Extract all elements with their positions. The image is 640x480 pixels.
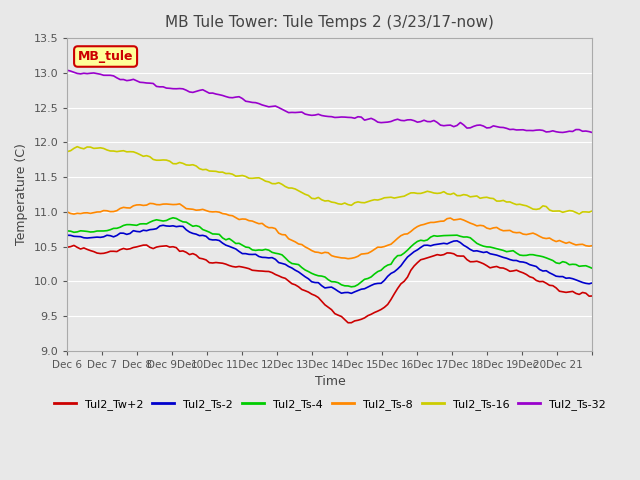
Tul2_Ts-4 [348, 284, 355, 290]
Tul2_Ts-8 [216, 209, 223, 215]
Tul2_Ts-4 [361, 276, 369, 282]
Tul2_Ts-4 [589, 265, 596, 271]
Y-axis label: Temperature (C): Temperature (C) [15, 144, 28, 245]
Tul2_Ts-8 [499, 228, 507, 234]
Line: Tul2_Ts-8: Tul2_Ts-8 [67, 204, 593, 259]
Tul2_Ts-2 [499, 254, 507, 260]
Tul2_Ts-2 [216, 238, 223, 243]
Line: Tul2_Ts-32: Tul2_Ts-32 [67, 70, 593, 132]
Text: MB_tule: MB_tule [78, 50, 133, 63]
Tul2_Ts-16 [575, 211, 583, 217]
Tul2_Tw+2 [589, 293, 596, 299]
Line: Tul2_Ts-16: Tul2_Ts-16 [67, 147, 593, 214]
Tul2_Ts-32 [354, 114, 362, 120]
Tul2_Ts-4 [63, 228, 71, 234]
Line: Tul2_Ts-2: Tul2_Ts-2 [67, 225, 593, 293]
Legend: Tul2_Tw+2, Tul2_Ts-2, Tul2_Ts-4, Tul2_Ts-8, Tul2_Ts-16, Tul2_Ts-32: Tul2_Tw+2, Tul2_Ts-2, Tul2_Ts-4, Tul2_Ts… [49, 394, 611, 414]
Tul2_Tw+2 [143, 242, 150, 248]
Line: Tul2_Ts-4: Tul2_Ts-4 [67, 218, 593, 287]
Tul2_Ts-16 [216, 169, 223, 175]
Title: MB Tule Tower: Tule Temps 2 (3/23/17-now): MB Tule Tower: Tule Temps 2 (3/23/17-now… [166, 15, 494, 30]
Tul2_Ts-2 [172, 224, 180, 229]
Tul2_Ts-2 [159, 222, 167, 228]
Tul2_Ts-16 [496, 198, 504, 204]
Tul2_Ts-4 [216, 231, 223, 237]
Line: Tul2_Tw+2: Tul2_Tw+2 [67, 245, 593, 323]
Tul2_Ts-16 [63, 149, 71, 155]
Tul2_Ts-32 [562, 129, 570, 135]
Tul2_Tw+2 [172, 245, 180, 251]
Tul2_Ts-8 [361, 251, 369, 257]
Tul2_Ts-32 [493, 124, 500, 130]
Tul2_Ts-8 [146, 201, 154, 206]
Tul2_Ts-8 [569, 241, 577, 247]
Tul2_Ts-4 [499, 248, 507, 253]
Tul2_Ts-2 [569, 276, 577, 282]
Tul2_Ts-4 [569, 262, 577, 267]
Tul2_Ts-8 [344, 256, 352, 262]
Tul2_Ts-4 [169, 215, 177, 221]
Tul2_Tw+2 [361, 315, 369, 321]
Tul2_Ts-8 [172, 202, 180, 207]
Tul2_Ts-32 [589, 130, 596, 135]
Tul2_Ts-2 [348, 290, 355, 296]
Tul2_Ts-32 [404, 117, 412, 123]
Tul2_Ts-4 [172, 216, 180, 221]
Tul2_Ts-16 [74, 144, 81, 150]
Tul2_Ts-32 [212, 91, 220, 97]
Tul2_Ts-2 [63, 232, 71, 238]
Tul2_Ts-16 [357, 200, 365, 205]
Tul2_Ts-8 [589, 243, 596, 249]
Tul2_Ts-32 [169, 86, 177, 92]
Tul2_Tw+2 [499, 265, 507, 271]
Tul2_Ts-32 [63, 67, 71, 73]
Tul2_Ts-2 [410, 249, 418, 254]
Tul2_Ts-16 [566, 208, 573, 214]
Tul2_Ts-4 [410, 241, 418, 247]
Tul2_Ts-8 [410, 226, 418, 232]
X-axis label: Time: Time [314, 375, 345, 388]
Tul2_Ts-2 [589, 280, 596, 286]
Tul2_Ts-16 [407, 190, 415, 196]
Tul2_Ts-2 [361, 286, 369, 292]
Tul2_Tw+2 [569, 288, 577, 294]
Tul2_Tw+2 [410, 263, 418, 269]
Tul2_Tw+2 [344, 320, 352, 325]
Tul2_Ts-8 [63, 209, 71, 215]
Tul2_Ts-16 [172, 161, 180, 167]
Tul2_Tw+2 [63, 244, 71, 250]
Tul2_Ts-16 [589, 208, 596, 214]
Tul2_Tw+2 [216, 260, 223, 266]
